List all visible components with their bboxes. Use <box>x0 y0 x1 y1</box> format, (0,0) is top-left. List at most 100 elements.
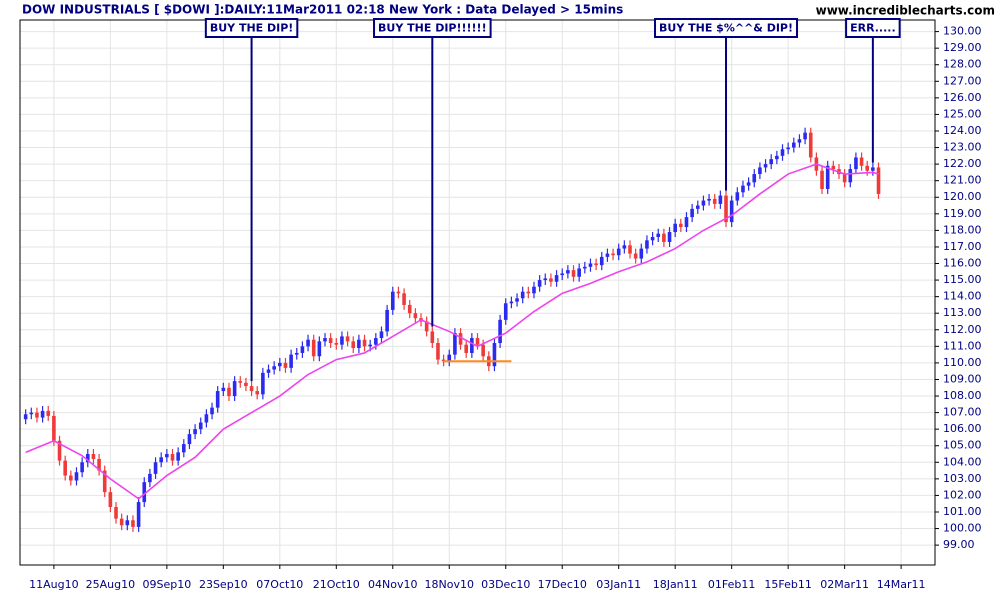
x-tick-label: 07Oct10 <box>256 578 303 591</box>
y-tick-label: 122.00 <box>943 157 982 170</box>
candle-body <box>803 132 807 140</box>
candle-body <box>85 454 90 463</box>
candle-body <box>820 170 824 189</box>
candle-body <box>503 303 508 320</box>
candle-body <box>780 149 785 156</box>
y-tick-label: 102.00 <box>943 488 982 501</box>
candle-body <box>577 268 581 277</box>
candle-body <box>871 167 875 171</box>
candle-body <box>854 157 858 170</box>
y-tick-label: 103.00 <box>943 472 982 485</box>
candle-body <box>859 157 864 166</box>
candle-body <box>752 174 757 183</box>
candle-body <box>656 233 661 238</box>
candle-body <box>690 208 694 218</box>
candle-body <box>52 415 56 441</box>
candle-body <box>571 270 576 277</box>
candle-body <box>470 338 474 353</box>
candle-body <box>865 165 870 171</box>
candle-body <box>515 298 519 302</box>
candle-body <box>153 462 158 474</box>
x-tick-label: 18Jan11 <box>653 578 698 591</box>
candle-body <box>266 369 271 373</box>
candle-body <box>526 291 531 294</box>
candle-body <box>119 518 124 526</box>
candle-body <box>249 386 254 392</box>
candle-body <box>244 382 248 387</box>
candle-body <box>232 381 237 397</box>
candle-body <box>797 139 802 143</box>
candle-body <box>413 313 418 319</box>
x-tick-label: 14Mar11 <box>877 578 926 591</box>
candle-body <box>362 339 367 347</box>
candle-body <box>532 286 536 294</box>
candle-body <box>464 344 469 353</box>
candle-body <box>340 336 344 345</box>
y-tick-label: 101.00 <box>943 505 982 518</box>
candle-body <box>458 333 463 345</box>
candle-body <box>255 391 260 395</box>
y-tick-label: 106.00 <box>943 422 982 435</box>
candle-body <box>520 291 525 299</box>
candle-body <box>142 482 147 503</box>
source: www.incrediblecharts.com <box>816 4 995 18</box>
candle-body <box>549 278 553 282</box>
candle-body <box>345 336 350 342</box>
candle-body <box>108 492 113 508</box>
candle-body <box>148 473 152 483</box>
y-tick-label: 115.00 <box>943 273 982 286</box>
candle-body <box>842 174 847 183</box>
candle-body <box>351 341 356 348</box>
candle-body <box>181 444 186 453</box>
annotation-box <box>654 18 799 38</box>
y-tick-label: 112.00 <box>943 323 982 336</box>
x-tick-label: 21Oct10 <box>313 578 360 591</box>
annotation-text: ERR..... <box>850 22 896 35</box>
candle-body <box>441 359 446 362</box>
candle-body <box>684 217 689 228</box>
x-tick-label: 11Aug10 <box>29 578 78 591</box>
candle-body <box>102 470 107 493</box>
candle-body <box>328 338 333 344</box>
x-tick-label: 03Jan11 <box>596 578 641 591</box>
candle-body <box>848 169 853 183</box>
y-tick-label: 127.00 <box>943 74 982 87</box>
candle-body <box>667 232 672 242</box>
candle-body <box>679 223 683 228</box>
candle-body <box>639 248 644 259</box>
candle-body <box>131 520 135 527</box>
y-tick-label: 120.00 <box>943 190 982 203</box>
candle-body <box>594 263 598 266</box>
x-tick-label: 17Dec10 <box>538 578 587 591</box>
candle-body <box>402 293 406 305</box>
candle-body <box>390 291 395 310</box>
y-tick-label: 99.00 <box>943 538 975 551</box>
y-tick-label: 104.00 <box>943 455 982 468</box>
candle-body <box>91 454 96 459</box>
candle-body <box>566 270 570 274</box>
candle-body <box>323 338 327 342</box>
annotation-box <box>204 18 299 38</box>
candle-body <box>583 266 587 269</box>
y-tick-label: 121.00 <box>943 174 982 187</box>
candle-body <box>407 304 412 314</box>
candle-body <box>498 319 502 344</box>
y-tick-label: 100.00 <box>943 522 982 535</box>
candle-body <box>187 434 192 445</box>
candle-body <box>554 275 559 282</box>
annotation-text: BUY THE DIP! <box>210 22 293 35</box>
candle-body <box>227 387 231 397</box>
y-tick-label: 126.00 <box>943 91 982 104</box>
candle-body <box>430 331 435 344</box>
y-tick-label: 129.00 <box>943 41 982 54</box>
candle-body <box>611 253 615 256</box>
y-tick-label: 123.00 <box>943 141 982 154</box>
candle-body <box>272 366 276 370</box>
candle-body <box>424 321 429 332</box>
candle-body <box>69 475 73 481</box>
candle-body <box>616 248 621 256</box>
candle-body <box>29 412 34 415</box>
candle-body <box>311 339 316 357</box>
